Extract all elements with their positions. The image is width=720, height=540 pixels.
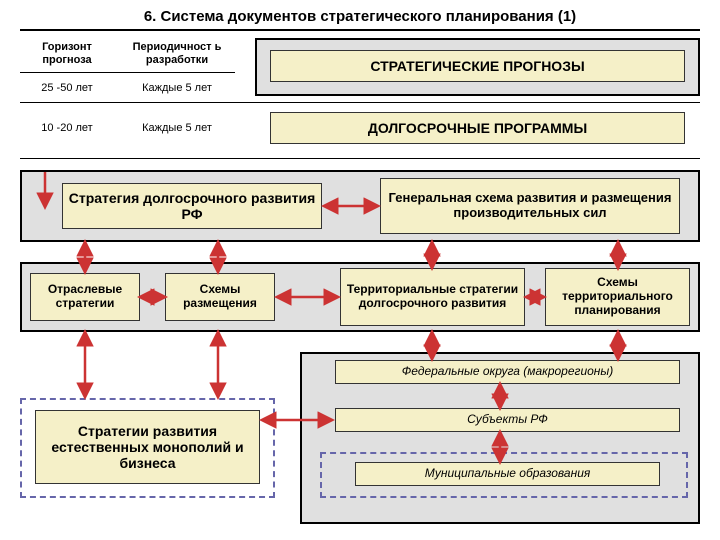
- td-r1c2: Каждые 5 лет: [122, 78, 232, 98]
- box-otrasl: Отраслевые стратегии: [30, 273, 140, 321]
- box-territ: Территориальные стратегии долгосрочного …: [340, 268, 525, 326]
- box-fed: Федеральные округа (макрорегионы): [335, 360, 680, 384]
- band-prognozy: СТРАТЕГИЧЕСКИЕ ПРОГНОЗЫ: [270, 50, 685, 82]
- box-muni: Муниципальные образования: [355, 462, 660, 486]
- th-horizon: Горизонт прогноза: [22, 38, 112, 70]
- td-r2c1: 10 -20 лет: [22, 118, 112, 138]
- box-general: Генеральная схема развития и размещения …: [380, 178, 680, 234]
- band-programs: ДОЛГОСРОЧНЫЕ ПРОГРАММЫ: [270, 112, 685, 144]
- box-strategy-rf: Стратегия долгосрочного развития РФ: [62, 183, 322, 229]
- box-monopoly: Стратегии развития естественных монополи…: [35, 410, 260, 484]
- page-title: 6. Система документов стратегического пл…: [20, 0, 700, 31]
- td-r1c1: 25 -50 лет: [22, 78, 112, 98]
- th-period: Периодичност ь разработки: [122, 38, 232, 70]
- box-shemy: Схемы размещения: [165, 273, 275, 321]
- td-r2c2: Каждые 5 лет: [122, 118, 232, 138]
- box-subj: Субъекты РФ: [335, 408, 680, 432]
- box-terplan: Схемы территориального планирования: [545, 268, 690, 326]
